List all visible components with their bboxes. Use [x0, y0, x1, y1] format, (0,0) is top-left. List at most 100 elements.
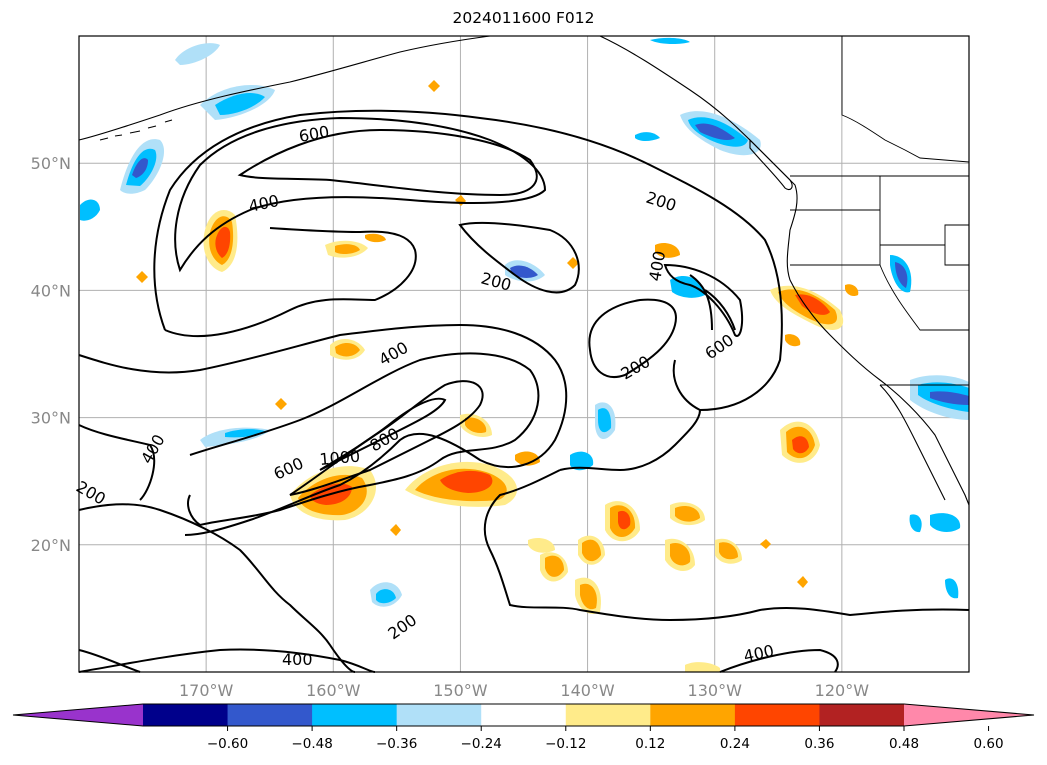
latitude-labels: 50°N 40°N 30°N 20°N	[31, 154, 71, 555]
warm-blob	[515, 451, 540, 466]
colorbar-segment	[396, 704, 482, 726]
colorbar-label: 0.60	[974, 736, 1004, 752]
colorbar-extend-high	[904, 704, 1034, 726]
warm-blob	[582, 539, 601, 562]
colorbar-segment	[312, 704, 398, 726]
warm-blob	[136, 271, 148, 283]
colorbar-label: −0.24	[461, 736, 502, 752]
colorbar-label: −0.12	[545, 736, 586, 752]
warm-blob	[365, 233, 386, 243]
aleutian-islands	[99, 119, 173, 141]
warm-blob	[440, 470, 493, 493]
longitude-label: 130°W	[688, 681, 743, 700]
contour-label: 400	[282, 650, 313, 669]
warm-blob	[797, 576, 808, 588]
contour-1000-central	[319, 397, 447, 471]
contour-600-central	[187, 352, 540, 527]
contour-200-west	[78, 503, 356, 673]
warm-blob	[335, 343, 360, 357]
contour-400-right-loop	[663, 263, 744, 337]
colorbar-label: −0.48	[291, 736, 332, 752]
coastlines	[78, 35, 970, 506]
blue-blob	[635, 132, 660, 141]
map-title: 2024011600 F012	[452, 9, 595, 27]
longitude-label: 170°W	[179, 681, 234, 700]
colorbar-label: −0.36	[376, 736, 417, 752]
latitude-label: 50°N	[31, 154, 71, 173]
colorbar-segment	[650, 704, 736, 726]
blue-blob	[650, 37, 690, 45]
longitude-label: 120°W	[815, 681, 870, 700]
blue-blob	[695, 123, 735, 141]
longitude-label: 150°W	[433, 681, 488, 700]
warm-blob	[428, 80, 440, 92]
longitude-label: 160°W	[306, 681, 361, 700]
latitude-label: 30°N	[31, 409, 71, 428]
warm-blob	[845, 284, 859, 297]
warm-blob	[215, 226, 231, 258]
map-panel: 600 400 200 200 400 200 600 400 800 1000…	[73, 35, 970, 673]
political-borders	[790, 36, 970, 386]
blue-blob	[598, 408, 612, 433]
warm-blob	[390, 524, 401, 536]
contour-600-right	[689, 274, 736, 331]
colorbar-extend-low	[13, 704, 143, 726]
baja-coast	[879, 384, 946, 501]
map-background	[79, 36, 969, 672]
colorbar-label: 0.12	[635, 736, 665, 752]
contour-400-north	[174, 116, 547, 273]
contour-label: 1000	[319, 447, 361, 469]
contour-400-west	[78, 424, 156, 501]
gridlines	[79, 36, 969, 672]
alaska-coast	[78, 35, 491, 141]
blue-blob	[930, 391, 969, 405]
contour-200-inner-left	[164, 227, 417, 338]
warm-blob	[675, 506, 700, 522]
blue-blob	[215, 93, 265, 115]
blue-blob	[909, 514, 922, 533]
blue-blob	[376, 589, 396, 604]
warm-blob	[275, 398, 287, 410]
map-frame	[78, 35, 970, 673]
blue-blob	[132, 158, 148, 178]
warm-blob	[465, 417, 487, 434]
latitude-label: 40°N	[31, 281, 71, 300]
colorbar-label: −0.60	[207, 736, 248, 752]
colorbar-label: 0.36	[804, 736, 834, 752]
warm-blob	[567, 257, 579, 269]
contour-200-southwest	[78, 649, 141, 673]
blue-blob	[225, 429, 268, 438]
blue-blob	[510, 265, 538, 278]
contour-400-central	[78, 323, 568, 536]
warm-blob	[719, 542, 738, 560]
warm-blob	[655, 243, 680, 258]
warm-blob	[528, 538, 555, 553]
blue-blob	[80, 199, 100, 221]
warm-blob	[580, 583, 597, 610]
contour-200-closed-middle	[458, 221, 580, 294]
vancouver-island	[749, 138, 793, 191]
colorbar-label: 0.24	[720, 736, 750, 752]
contour-200-closed-right	[588, 298, 677, 378]
latitude-label: 20°N	[31, 536, 71, 555]
blue-blob	[570, 451, 594, 471]
height-contours	[78, 109, 970, 673]
colorbar-segment	[819, 704, 905, 726]
contour-200-south-inner	[559, 409, 701, 472]
blue-blob	[175, 43, 220, 65]
contour-600-north	[237, 128, 538, 197]
shaded-field	[80, 37, 969, 672]
warm-blob	[670, 542, 691, 566]
colorbar: −0.60 −0.48 −0.36 −0.24 −0.12 0.12 0.24 0.36 0.4…	[12, 703, 1035, 752]
longitude-labels: 170°W 160°W 150°W 140°W 130°W 120°W	[179, 681, 869, 700]
warm-blob	[685, 662, 720, 672]
colorbar-segment	[143, 704, 229, 726]
longitude-label: 140°W	[560, 681, 615, 700]
warm-blob	[545, 555, 564, 577]
contour-200-south	[483, 469, 970, 622]
blue-blob	[945, 578, 959, 599]
colorbar-segment	[565, 704, 651, 726]
colorbar-segment	[734, 704, 820, 726]
contour-400-south	[78, 648, 376, 673]
